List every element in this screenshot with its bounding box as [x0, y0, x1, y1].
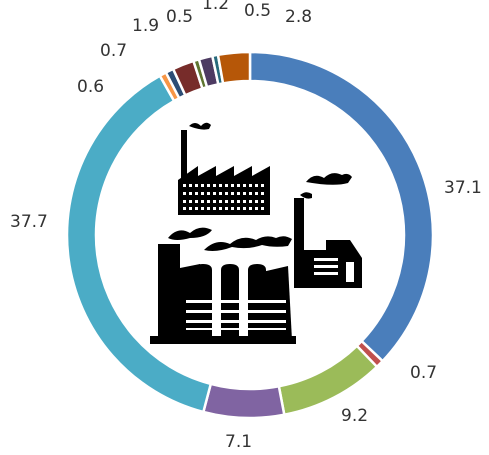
- factory-icon: [150, 122, 362, 344]
- data-label-9: 0.5: [166, 7, 193, 27]
- data-label-11: 0.5: [244, 1, 271, 21]
- donut-slice-4: [201, 382, 286, 420]
- data-label-1: 37.1: [444, 178, 482, 198]
- data-label-6: 0.6: [77, 77, 104, 97]
- data-label-5: 37.7: [10, 212, 48, 232]
- data-label-2: 0.7: [410, 363, 437, 383]
- donut-slice-3: [277, 344, 379, 417]
- data-label-3: 9.2: [341, 406, 368, 426]
- donut-slice-12: [216, 50, 252, 85]
- data-label-12: 2.8: [285, 7, 312, 27]
- data-label-7: 0.7: [100, 41, 127, 61]
- data-label-4: 7.1: [225, 432, 252, 452]
- donut-slices: [65, 50, 435, 420]
- data-labels: 37.1 0.7 9.2 7.1 37.7 0.6 0.7 1.9 0.5 1.…: [10, 0, 482, 452]
- data-label-10: 1.2: [202, 0, 229, 14]
- data-label-8: 1.9: [132, 16, 159, 36]
- donut-slice-5: [65, 74, 213, 414]
